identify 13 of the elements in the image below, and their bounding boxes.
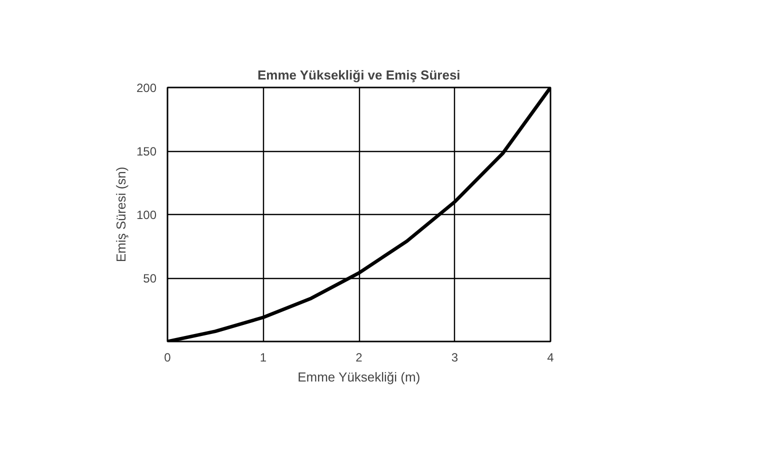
y-tick-label: 50 bbox=[143, 272, 157, 286]
x-tick-label: 2 bbox=[356, 350, 363, 364]
chart-title: Emme Yüksekliği ve Emiş Süresi bbox=[257, 68, 460, 82]
x-tick-label: 0 bbox=[164, 350, 172, 364]
y-tick-label: 150 bbox=[136, 144, 157, 158]
x-tick-label: 4 bbox=[547, 350, 554, 364]
x-axis-title: Emme Yüksekliği (m) bbox=[298, 370, 420, 384]
x-tick-label: 1 bbox=[260, 350, 267, 364]
x-tick-label: 3 bbox=[451, 350, 458, 364]
y-axis-title: Emiş Süresi (sn) bbox=[113, 166, 128, 262]
line-series bbox=[168, 88, 550, 342]
y-tick-label: 200 bbox=[136, 81, 157, 95]
y-tick-label: 100 bbox=[136, 208, 157, 222]
